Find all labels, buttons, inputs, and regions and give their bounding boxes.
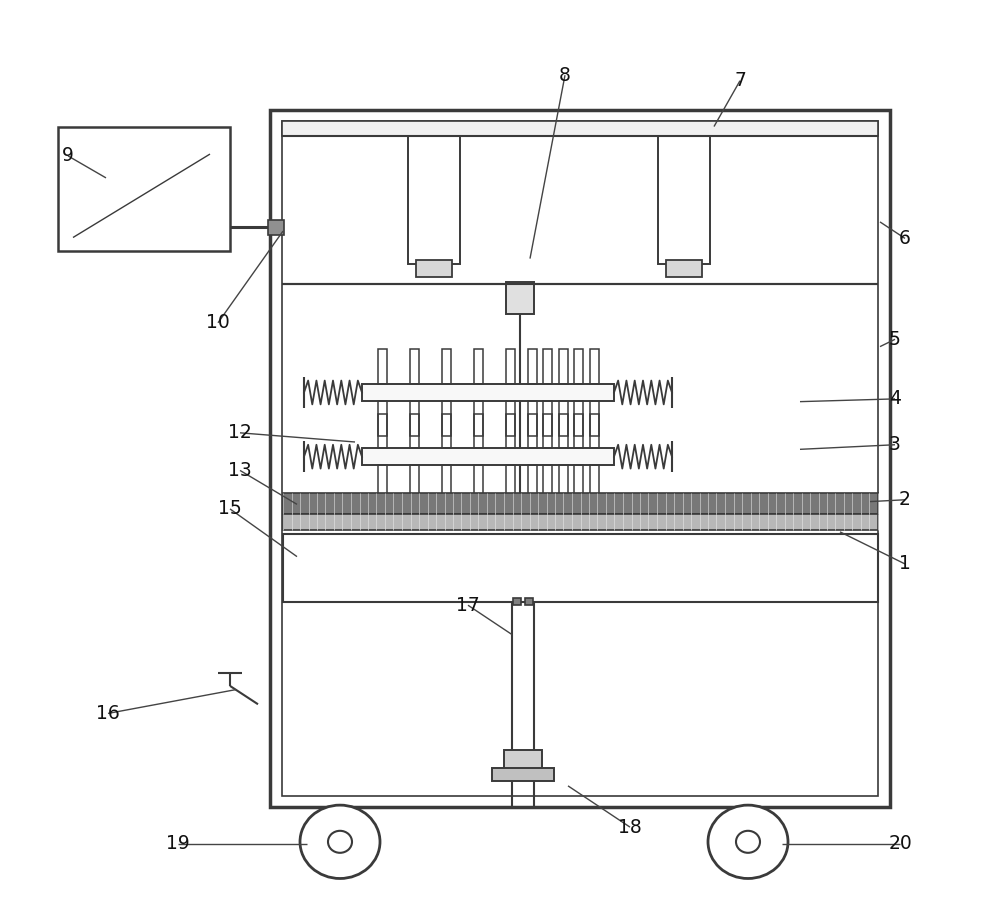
Bar bbox=[410, 465, 419, 500]
Bar bbox=[543, 401, 552, 436]
Bar bbox=[506, 349, 515, 384]
Text: 20: 20 bbox=[888, 834, 912, 853]
Bar bbox=[525, 598, 533, 605]
Circle shape bbox=[708, 805, 788, 878]
Text: 17: 17 bbox=[456, 596, 480, 614]
Text: 16: 16 bbox=[96, 704, 120, 723]
Bar bbox=[666, 260, 702, 277]
Text: 5: 5 bbox=[889, 330, 901, 348]
Text: 15: 15 bbox=[218, 500, 242, 518]
Bar bbox=[282, 121, 878, 796]
Text: 3: 3 bbox=[889, 436, 901, 454]
Bar bbox=[543, 349, 552, 384]
Bar bbox=[506, 401, 515, 436]
Bar bbox=[574, 414, 583, 448]
Bar bbox=[590, 414, 598, 448]
Bar bbox=[416, 260, 452, 277]
Bar bbox=[543, 414, 552, 448]
Bar bbox=[378, 465, 386, 500]
Bar bbox=[283, 534, 878, 602]
Text: 13: 13 bbox=[228, 461, 252, 480]
Text: 1: 1 bbox=[899, 555, 911, 573]
Text: 7: 7 bbox=[734, 72, 746, 90]
Bar bbox=[408, 136, 460, 264]
Bar bbox=[558, 414, 568, 448]
Circle shape bbox=[300, 805, 380, 878]
Text: 2: 2 bbox=[899, 491, 911, 509]
Bar bbox=[442, 349, 450, 384]
Bar bbox=[268, 220, 284, 235]
Bar bbox=[513, 598, 521, 605]
Bar bbox=[590, 401, 598, 436]
Text: 8: 8 bbox=[559, 66, 571, 84]
Bar bbox=[410, 401, 419, 436]
Text: 6: 6 bbox=[899, 229, 911, 248]
Bar bbox=[474, 349, 482, 384]
Bar bbox=[442, 414, 450, 448]
Bar bbox=[410, 414, 419, 448]
Bar bbox=[506, 282, 534, 314]
Bar bbox=[378, 401, 386, 436]
Bar bbox=[528, 349, 537, 384]
Circle shape bbox=[328, 831, 352, 853]
Bar bbox=[474, 414, 482, 448]
Bar bbox=[590, 465, 598, 500]
Bar bbox=[558, 465, 568, 500]
Bar bbox=[543, 465, 552, 500]
Bar bbox=[442, 401, 450, 436]
Bar bbox=[528, 414, 537, 448]
Bar bbox=[282, 121, 878, 136]
Bar bbox=[528, 401, 537, 436]
Bar bbox=[270, 110, 890, 807]
Bar bbox=[58, 127, 230, 251]
Bar bbox=[574, 465, 583, 500]
Text: 9: 9 bbox=[62, 147, 74, 165]
Bar bbox=[506, 465, 515, 500]
Bar bbox=[558, 401, 568, 436]
Text: 4: 4 bbox=[889, 390, 901, 408]
Bar bbox=[574, 401, 583, 436]
Text: 10: 10 bbox=[206, 314, 230, 332]
Bar bbox=[474, 401, 482, 436]
Bar bbox=[410, 349, 419, 384]
Text: 12: 12 bbox=[228, 424, 252, 442]
Bar bbox=[590, 349, 598, 384]
Circle shape bbox=[736, 831, 760, 853]
Bar bbox=[474, 465, 482, 500]
Text: 19: 19 bbox=[166, 834, 190, 853]
Bar bbox=[574, 349, 583, 384]
Bar bbox=[378, 414, 386, 448]
Bar bbox=[504, 750, 542, 770]
Bar bbox=[506, 414, 515, 448]
Bar bbox=[528, 465, 537, 500]
Text: 18: 18 bbox=[618, 818, 642, 836]
Bar bbox=[362, 384, 614, 401]
Bar bbox=[362, 448, 614, 465]
Bar bbox=[283, 514, 878, 530]
Bar bbox=[442, 465, 450, 500]
Bar bbox=[492, 768, 554, 781]
Bar bbox=[283, 493, 878, 514]
Bar bbox=[378, 349, 386, 384]
Bar bbox=[558, 349, 568, 384]
Bar bbox=[658, 136, 710, 264]
